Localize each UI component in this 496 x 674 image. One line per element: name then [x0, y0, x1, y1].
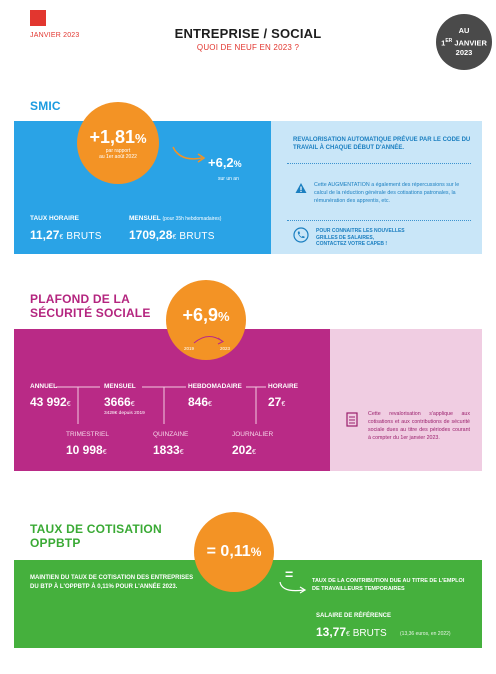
pss-connector-lines	[56, 386, 266, 424]
smic-year-increase: +6,2%	[208, 155, 242, 170]
oppbtp-rate-value: = 0,11%	[206, 543, 262, 560]
brand-square	[30, 10, 46, 26]
green-arrow-icon	[279, 581, 307, 594]
smic-note-panel	[271, 121, 482, 254]
monthly-value: 1709,28€ BRUTS	[129, 228, 215, 242]
pss-horaire-label: HORAIRE	[268, 383, 298, 390]
pss-trimestriel-value: 10 998€	[66, 443, 107, 457]
pss-journalier-label: JOURNALIER	[232, 431, 274, 438]
pss-increase-circle: +6,9%	[166, 280, 246, 360]
pss-horaire-value: 27€	[268, 395, 286, 409]
pss-hebdo-label: HEBDOMADAIRE	[188, 383, 242, 390]
smic-increase-note2: au 1er août 2022	[99, 153, 137, 160]
pss-increase-value: +6,9%	[182, 304, 230, 325]
divider	[287, 220, 471, 221]
hourly-value: 11,27€ BRUTS	[30, 228, 102, 242]
oppbtp-rate-circle: = 0,11%	[194, 512, 274, 592]
document-icon	[346, 412, 358, 427]
pss-year-to: 2023	[220, 346, 231, 351]
warning-icon	[295, 183, 307, 193]
smic-note-heading: REVALORISATION AUTOMATIQUE PRÉVUE PAR LE…	[293, 137, 471, 151]
pss-year-arrow-icon	[193, 336, 224, 345]
pss-quinzaine-label: QUINZAINE	[153, 431, 189, 438]
page-title: ENTREPRISE / SOCIAL	[174, 26, 322, 41]
oppbtp-equals: =	[285, 566, 294, 582]
smic-year-note: sur un an	[218, 176, 239, 182]
ref-salary-note: (13,36 euros, en 2022)	[400, 631, 451, 637]
pss-trimestriel-label: TRIMESTRIEL	[66, 431, 109, 438]
pss-note-panel	[330, 329, 482, 471]
smic-note-text: Cette AUGMENTATION a également des réper…	[314, 182, 460, 204]
ref-salary-label: SALAIRE DE RÉFÉRENCE	[316, 613, 392, 619]
badge-line1: AU	[458, 25, 470, 35]
pss-year-from: 2019	[184, 346, 195, 351]
ref-salary-value: 13,77€ BRUTS	[316, 625, 387, 639]
pss-mensuel-value: 3666€	[104, 395, 135, 409]
divider	[287, 163, 471, 164]
badge-line2: 1ER JANVIER	[441, 37, 487, 48]
hourly-label: TAUX HORAIRE	[30, 215, 79, 222]
monthly-label: MENSUEL (pour 35h hebdomadaires)	[129, 215, 222, 222]
phone-icon	[293, 227, 309, 243]
curved-arrow-icon	[172, 146, 206, 163]
pss-journalier-value: 202€	[232, 443, 256, 457]
oppbtp-left-text: MAINTIEN DU TAUX DE COTISATION DES ENTRE…	[30, 575, 194, 590]
pss-annuel-label: ANNUEL	[30, 383, 58, 390]
pss-note-text: Cette revalorisation s'applique aux coti…	[368, 411, 470, 441]
smic-increase-note1: par rapport	[105, 147, 131, 154]
date-badge: AU 1ER JANVIER 2023	[436, 14, 492, 70]
badge-line3: 2023	[455, 48, 473, 58]
pss-title: PLAFOND DE LA SÉCURITÉ SOCIALE	[30, 292, 151, 320]
pss-mensuel-label: MENSUEL	[104, 383, 136, 390]
smic-increase-value: +1,81%	[89, 126, 147, 147]
contact-text: POUR CONNAITRE LES NOUVELLES GRILLES DE …	[316, 228, 405, 247]
oppbtp-title: TAUX DE COTISATION OPPBTP	[30, 522, 162, 550]
pss-panel	[14, 329, 330, 471]
issue-date: JANVIER 2023	[30, 32, 80, 39]
pss-quinzaine-value: 1833€	[153, 443, 184, 457]
pss-hebdo-value: 846€	[188, 395, 212, 409]
smic-increase-circle: +1,81% par rapport au 1er août 2022	[77, 102, 159, 184]
page-subtitle: QUOI DE NEUF EN 2023 ?	[196, 43, 300, 52]
pss-mensuel-note: 3428€ depuis 2019	[104, 411, 145, 416]
smic-title: SMIC	[30, 99, 61, 113]
pss-annuel-value: 43 992€	[30, 395, 71, 409]
oppbtp-right-text: TAUX DE LA CONTRIBUTION DUE AU TITRE DE …	[312, 578, 465, 592]
